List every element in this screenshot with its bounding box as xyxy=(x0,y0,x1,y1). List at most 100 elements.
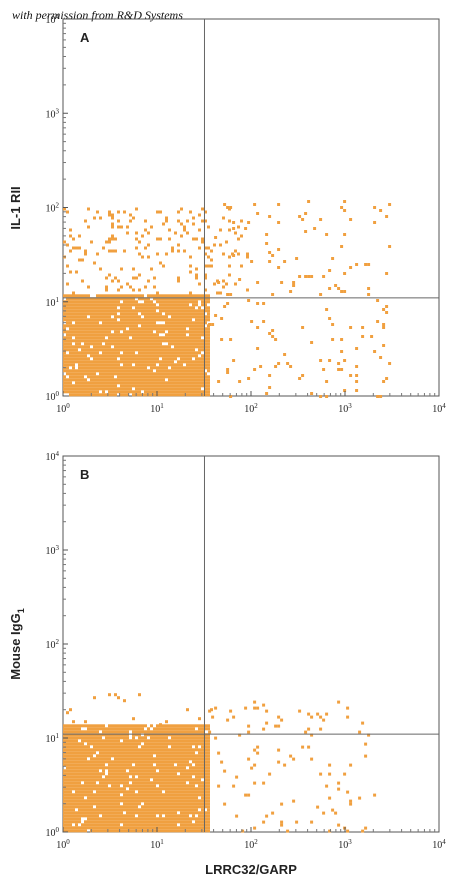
event-dot xyxy=(147,318,150,322)
event-dot xyxy=(195,363,198,367)
event-dot xyxy=(204,333,207,337)
event-dot xyxy=(183,802,186,806)
event-dot xyxy=(328,317,332,320)
event-dot xyxy=(87,285,90,289)
event-dot xyxy=(189,733,192,737)
event-dot xyxy=(126,315,129,319)
event-dot xyxy=(90,805,93,809)
event-dot xyxy=(192,378,195,382)
event-dot xyxy=(99,312,102,316)
event-dot xyxy=(171,387,174,391)
event-dot xyxy=(138,378,141,382)
event-dot xyxy=(135,724,138,728)
event-dot xyxy=(66,787,69,791)
event-dot xyxy=(201,330,204,334)
event-dot xyxy=(153,294,156,298)
event-dot xyxy=(135,348,138,352)
event-dot xyxy=(171,330,174,334)
event-dot xyxy=(174,327,177,331)
x-axis-label: LRRC32/GARP xyxy=(205,862,297,877)
event-dot xyxy=(66,354,69,358)
event-dot xyxy=(280,823,284,827)
event-dot xyxy=(63,390,66,394)
event-dot xyxy=(78,309,81,313)
event-dot xyxy=(111,724,114,728)
event-dot xyxy=(204,796,207,800)
event-dot xyxy=(168,724,171,728)
event-dot xyxy=(156,772,159,776)
event-dot xyxy=(153,826,156,830)
event-dot xyxy=(117,799,120,803)
event-dot xyxy=(120,808,123,812)
event-dot xyxy=(84,826,87,830)
event-dot xyxy=(120,763,123,767)
event-dot xyxy=(177,345,180,349)
event-dot xyxy=(81,306,84,310)
event-dot xyxy=(207,724,210,728)
event-dot xyxy=(108,739,111,743)
event-dot xyxy=(295,820,299,824)
event-dot xyxy=(78,772,81,776)
event-dot xyxy=(171,246,174,250)
event-dot xyxy=(90,775,93,779)
event-dot xyxy=(96,357,99,361)
event-dot xyxy=(204,733,207,737)
event-dot xyxy=(186,324,189,328)
x-tick-label-b-4: 104 xyxy=(432,838,446,851)
event-dot xyxy=(141,760,144,764)
event-dot xyxy=(114,276,117,280)
event-dot xyxy=(159,315,162,319)
event-dot xyxy=(126,366,129,370)
event-dot xyxy=(135,381,138,385)
event-dot xyxy=(204,363,207,367)
event-dot xyxy=(93,742,96,746)
event-dot xyxy=(105,375,108,379)
event-dot xyxy=(168,312,171,316)
event-dot xyxy=(186,769,189,773)
event-dot xyxy=(192,369,195,373)
event-dot xyxy=(141,805,144,809)
event-dot xyxy=(108,751,111,755)
event-dot xyxy=(117,303,120,307)
event-dot xyxy=(93,345,96,349)
event-dot xyxy=(102,730,105,734)
event-dot xyxy=(123,787,126,791)
event-dot xyxy=(204,793,207,797)
event-dot xyxy=(105,372,108,376)
event-dot xyxy=(204,754,207,758)
event-dot xyxy=(159,826,162,830)
event-dot xyxy=(75,270,78,274)
event-dot xyxy=(174,775,177,779)
event-dot xyxy=(111,309,114,313)
event-dot xyxy=(147,820,150,824)
event-dot xyxy=(247,299,251,302)
y-tick-label-a-0: 100 xyxy=(46,390,60,403)
event-dot xyxy=(207,784,210,788)
event-dot xyxy=(165,369,168,373)
event-dot xyxy=(150,781,153,785)
event-dot xyxy=(183,342,186,346)
event-dot xyxy=(123,748,126,752)
event-dot xyxy=(75,309,78,313)
event-dot xyxy=(186,375,189,379)
event-dot xyxy=(198,793,201,797)
event-dot xyxy=(150,324,153,328)
event-dot xyxy=(87,814,90,818)
event-dot xyxy=(159,772,162,776)
event-dot xyxy=(331,323,335,326)
event-dot xyxy=(171,342,174,346)
event-dot xyxy=(132,381,135,385)
event-dot xyxy=(195,318,198,322)
event-dot xyxy=(192,375,195,379)
event-dot xyxy=(135,384,138,388)
event-dot xyxy=(108,772,111,776)
event-dot xyxy=(111,826,114,830)
event-dot xyxy=(274,365,278,368)
event-dot xyxy=(81,751,84,755)
event-dot xyxy=(186,393,189,397)
event-dot xyxy=(123,345,126,349)
event-dot xyxy=(114,805,117,809)
event-dot xyxy=(120,336,123,340)
event-dot xyxy=(192,294,195,298)
event-dot xyxy=(177,324,180,328)
